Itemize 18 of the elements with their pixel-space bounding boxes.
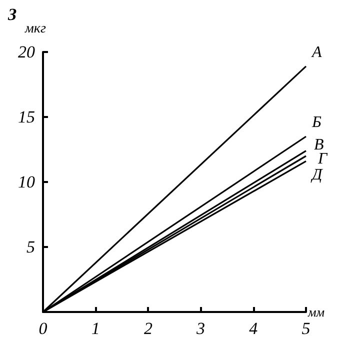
x-tick-label: 2	[144, 319, 153, 338]
x-tick-label: 3	[196, 319, 206, 338]
x-tick-label: 4	[249, 319, 258, 338]
series-label: В	[314, 136, 324, 154]
series-label: Б	[311, 114, 322, 131]
y-tick-label: 10	[18, 172, 36, 192]
x-tick-label: 5	[302, 319, 310, 338]
x-tick-label: 0	[38, 319, 48, 338]
x-tick-label: 1	[91, 319, 100, 338]
y-axis-title: З	[7, 5, 17, 24]
y-tick-label: 5	[26, 238, 35, 256]
y-tick-label: 15	[18, 108, 35, 126]
series-label: Д	[310, 166, 323, 184]
y-tick-label: 20	[18, 42, 36, 62]
series-label: А	[311, 44, 322, 61]
text: мкг	[24, 22, 46, 36]
series-label: Г	[317, 150, 328, 168]
x-axis-title: мм	[307, 304, 325, 320]
